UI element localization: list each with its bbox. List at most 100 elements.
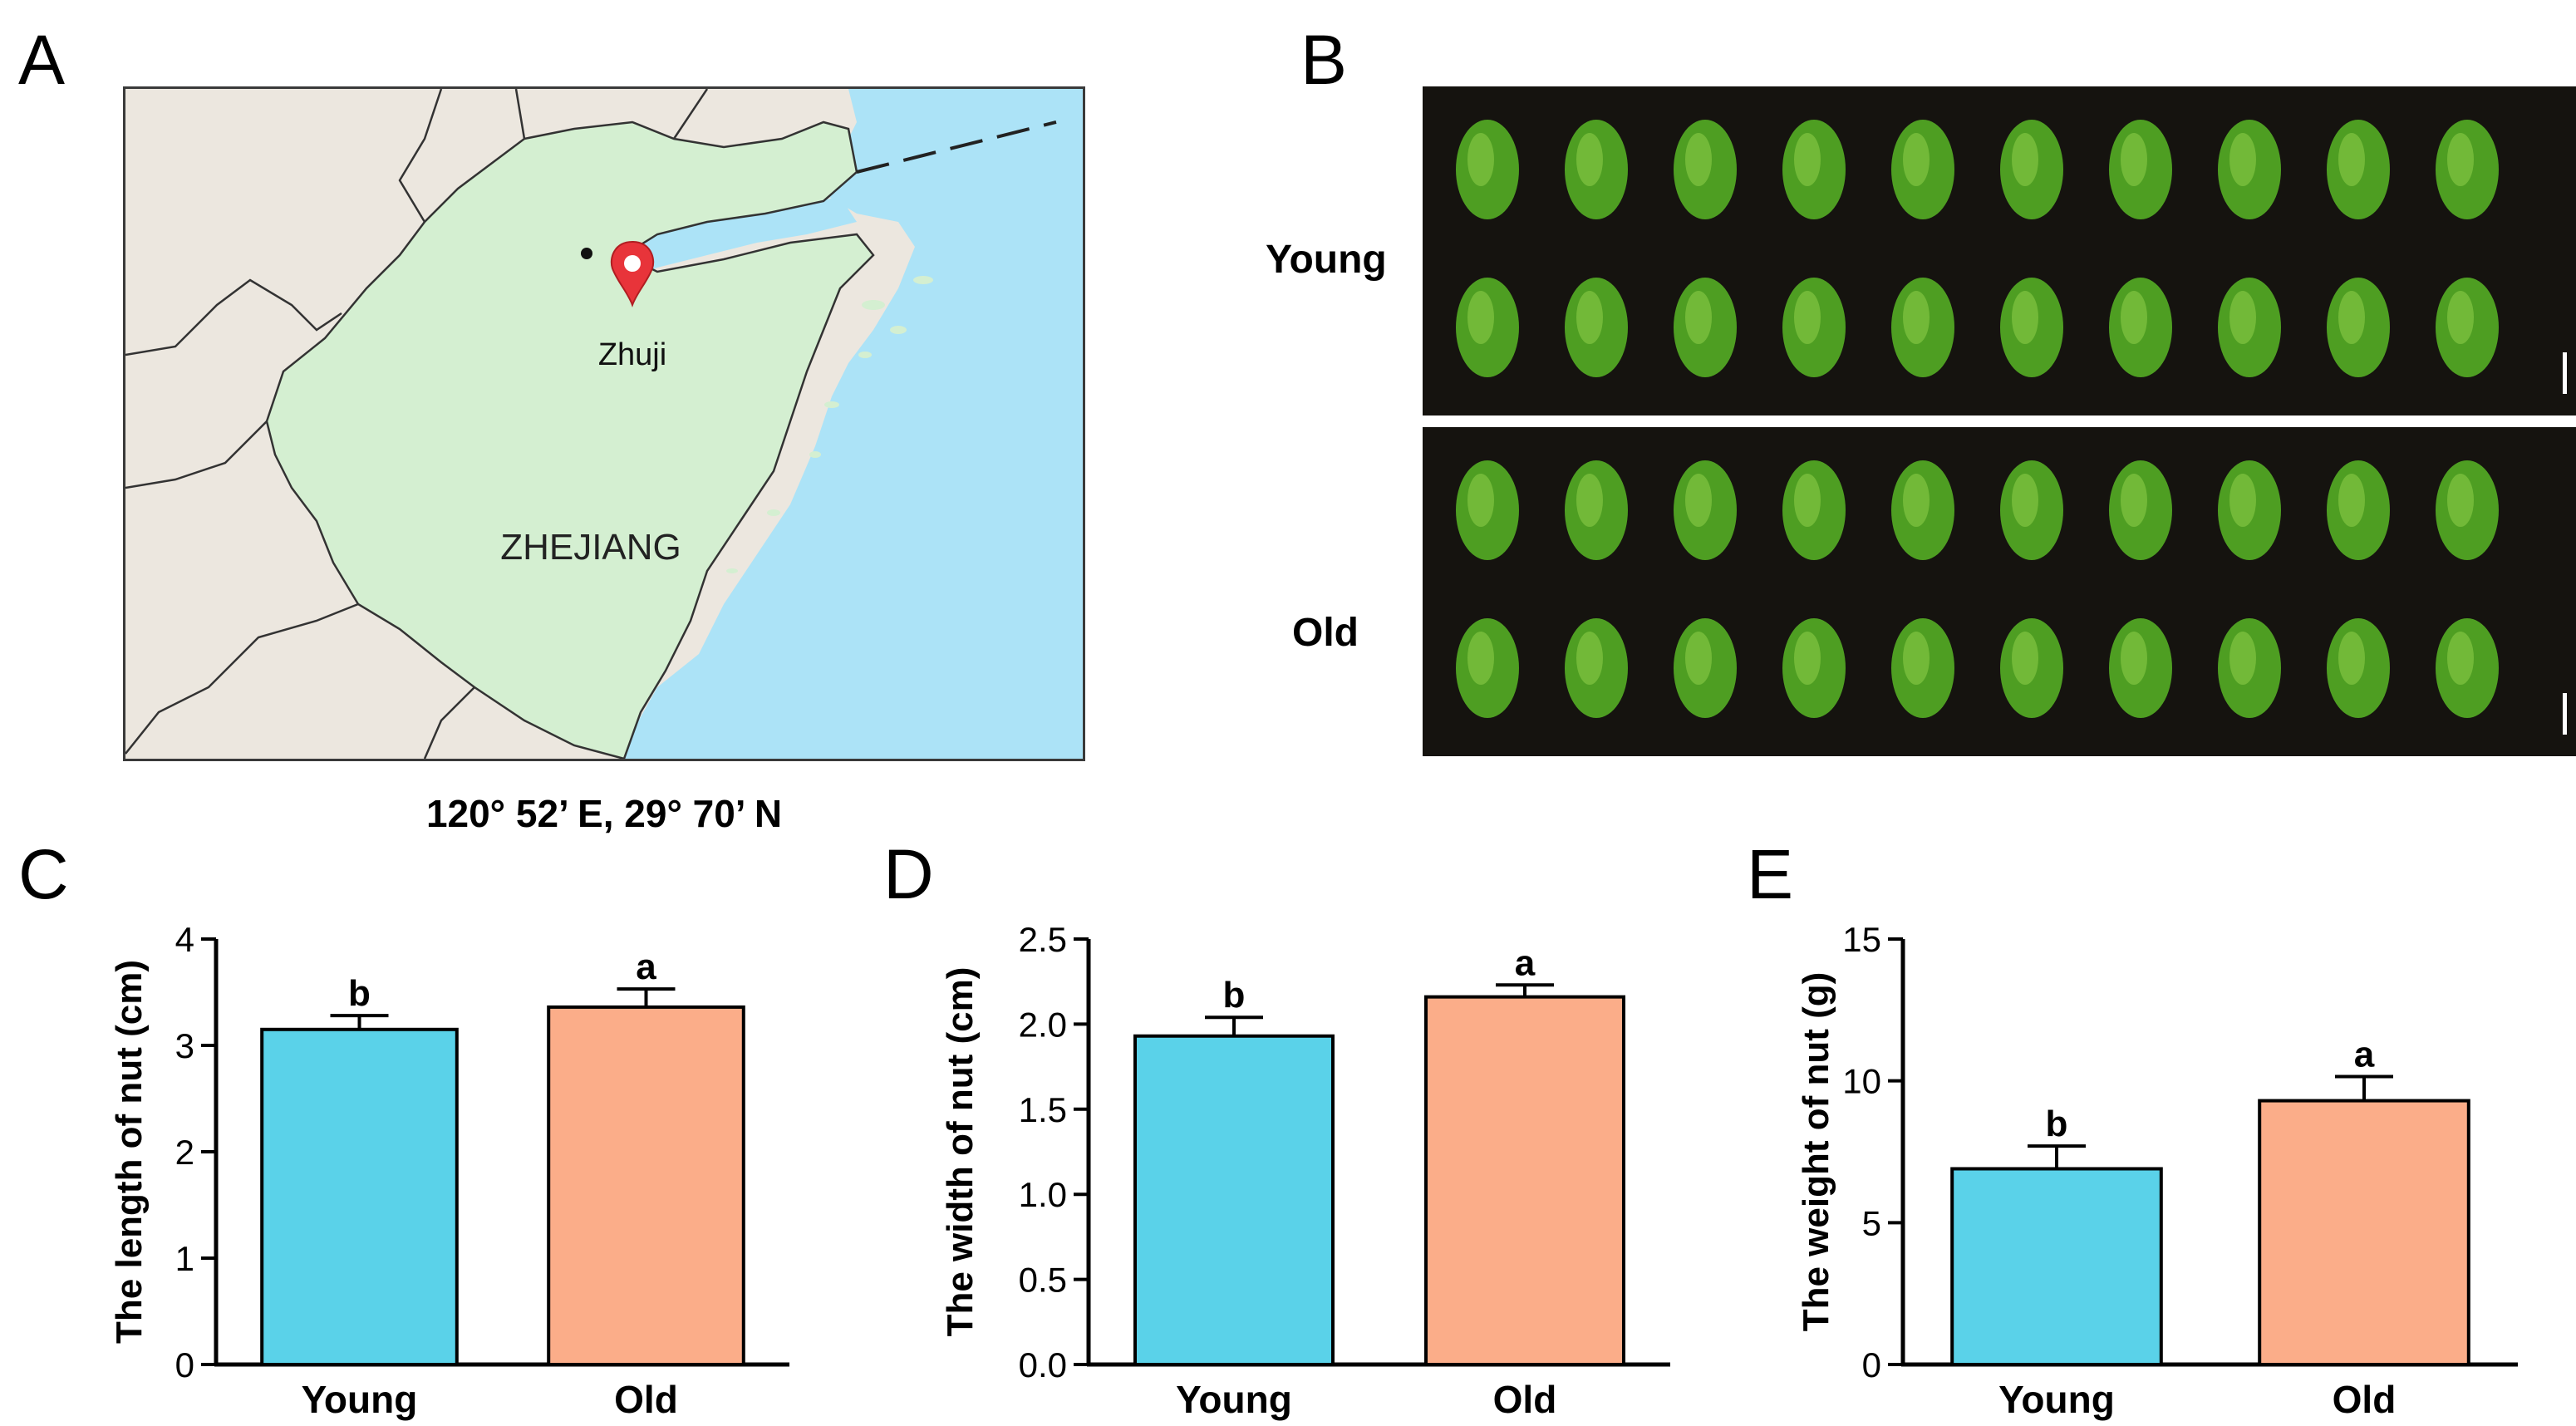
nut-young-2-3	[1674, 278, 1737, 377]
nut-old-2-2	[1565, 618, 1628, 718]
nut-young-2-7	[2109, 278, 2172, 377]
nut-old-2-4	[1782, 618, 1846, 718]
panel-letter-b: B	[1300, 21, 1348, 99]
panel-letter-d: D	[883, 835, 934, 913]
x-tick-label: Young	[1176, 1378, 1292, 1421]
sea-boundary	[856, 120, 1057, 174]
zhejiang-map: Zhuji ZHEJIANG	[123, 86, 1085, 761]
nut-young-2-6	[2000, 278, 2063, 377]
city-label: Zhuji	[598, 337, 666, 372]
nut-young-1-5	[1891, 120, 1954, 219]
nut-young-2-1	[1456, 278, 1519, 377]
y-tick-label: 2	[175, 1133, 194, 1172]
significance-letter: a	[2354, 1035, 2375, 1075]
nut-old-1-4	[1782, 460, 1846, 560]
y-tick-label: 15	[1842, 920, 1881, 959]
nut-old-2-9	[2327, 618, 2390, 718]
nut-young-2-9	[2327, 278, 2390, 377]
nut-young-2-10	[2436, 278, 2499, 377]
nut-young-1-10	[2436, 120, 2499, 219]
bar-old	[547, 1005, 745, 1366]
border-lines	[125, 89, 709, 759]
nut-young-2-2	[1565, 278, 1628, 377]
nut-old-1-7	[2109, 460, 2172, 560]
significance-letter: b	[348, 973, 371, 1014]
y-tick-label: 1.0	[1019, 1175, 1067, 1214]
significance-letter: a	[636, 947, 656, 987]
nut-old-2-1	[1456, 618, 1519, 718]
x-tick-label: Young	[302, 1378, 418, 1421]
significance-letter: b	[1223, 975, 1246, 1015]
significance-letter: b	[2046, 1104, 2068, 1144]
panel-letter-c: C	[18, 835, 69, 913]
y-tick-label: 3	[175, 1026, 194, 1065]
estuary	[591, 197, 857, 288]
x-tick-label: Old	[1493, 1378, 1557, 1421]
y-tick-label: 2.0	[1019, 1005, 1067, 1044]
nut-old-1-10	[2436, 460, 2499, 560]
y-tick-label: 0.5	[1019, 1261, 1067, 1300]
nut-young-1-6	[2000, 120, 2063, 219]
x-tick-label: Young	[1998, 1378, 2115, 1421]
bar-young	[260, 1027, 459, 1367]
nut-old-2-5	[1891, 618, 1954, 718]
nut-young-1-1	[1456, 120, 1519, 219]
young-nuts-photo	[1423, 86, 2576, 416]
sea-area	[624, 89, 1083, 759]
nut-old-2-10	[2436, 618, 2499, 718]
bar-old	[1424, 995, 1625, 1367]
location-pin-icon	[610, 240, 655, 307]
bar-young	[1133, 1034, 1335, 1366]
scale-bar	[2563, 693, 2567, 735]
bar-young	[1950, 1167, 2163, 1367]
nut-young-2-8	[2218, 278, 2281, 377]
y-tick-label: 0.0	[1019, 1345, 1067, 1384]
width-bar-chart: 0.0 0.5 1.0 1.5 2.0 2.5 The width of nut (cm) b…	[940, 920, 1670, 1421]
nut-old-2-3	[1674, 618, 1737, 718]
y-tick-label: 1.5	[1019, 1090, 1067, 1129]
map-canvas: Zhuji ZHEJIANG	[125, 89, 1083, 759]
y-tick-label: 0	[175, 1345, 194, 1384]
scale-bar	[2563, 352, 2567, 394]
nut-young-1-7	[2109, 120, 2172, 219]
x-tick-label: Old	[614, 1378, 678, 1421]
y-tick-label: 10	[1842, 1062, 1881, 1101]
panel-letter-e: E	[1747, 835, 1794, 913]
y-tick-label: 0	[1862, 1345, 1881, 1384]
y-tick-label: 1	[175, 1239, 194, 1278]
nut-old-1-8	[2218, 460, 2281, 560]
nut-young-2-4	[1782, 278, 1846, 377]
nut-young-1-4	[1782, 120, 1846, 219]
y-tick-label: 4	[175, 920, 194, 959]
nut-old-1-6	[2000, 460, 2063, 560]
x-tick-label: Old	[2333, 1378, 2397, 1421]
nut-young-1-2	[1565, 120, 1628, 219]
nut-old-2-6	[2000, 618, 2063, 718]
nut-old-1-9	[2327, 460, 2390, 560]
bar-old	[2258, 1099, 2470, 1366]
map-coordinates: 120° 52’ E, 29° 70’ N	[425, 792, 783, 835]
significance-letter: a	[1515, 942, 1536, 983]
nut-old-2-8	[2218, 618, 2281, 718]
row-label-young: Young	[1266, 238, 1387, 282]
y-tick-label: 5	[1862, 1203, 1881, 1242]
y-tick-label: 2.5	[1019, 920, 1067, 959]
nut-young-2-5	[1891, 278, 1954, 377]
nut-old-1-2	[1565, 460, 1628, 560]
nut-old-1-1	[1456, 460, 1519, 560]
y-axis-label: The width of nut (cm)	[940, 967, 981, 1337]
nut-young-1-9	[2327, 120, 2390, 219]
nut-old-1-3	[1674, 460, 1737, 560]
nut-old-1-5	[1891, 460, 1954, 560]
panel-letter-a: A	[18, 21, 66, 99]
nut-young-1-8	[2218, 120, 2281, 219]
y-axis-label: The length of nut (cm)	[109, 960, 150, 1344]
nut-young-1-3	[1674, 120, 1737, 219]
y-axis-label: The weight of nut (g)	[1796, 972, 1836, 1332]
row-label-old: Old	[1292, 611, 1359, 655]
province-label: ZHEJIANG	[500, 527, 681, 568]
old-nuts-photo	[1423, 427, 2576, 756]
islands	[726, 276, 933, 573]
nut-old-2-7	[2109, 618, 2172, 718]
